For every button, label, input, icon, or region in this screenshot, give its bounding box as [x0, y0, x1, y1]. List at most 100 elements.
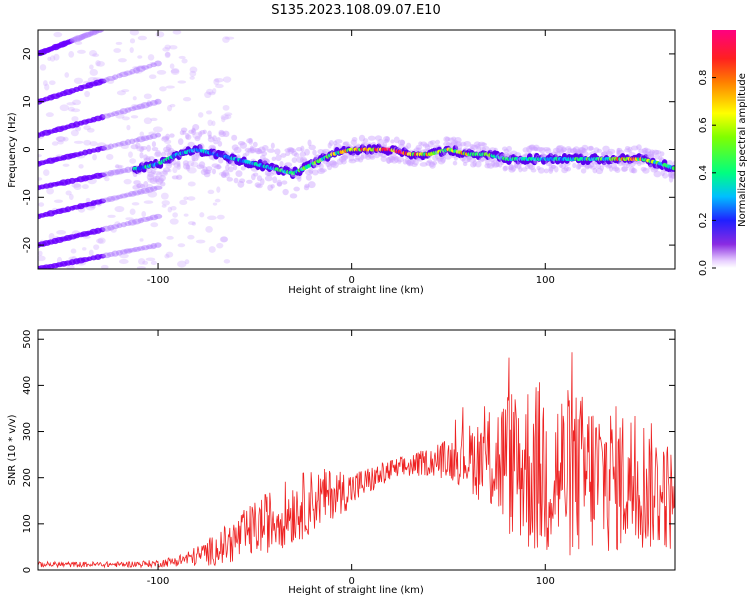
spectrogram-blob [115, 41, 123, 45]
spectrogram-halo [644, 148, 652, 154]
spectrogram-ytick-label: -10 [22, 189, 33, 205]
spectrogram-halo [406, 159, 415, 165]
spectrogram-halo [280, 153, 287, 158]
spectrogram-blob [207, 119, 213, 127]
spectrogram-halo [340, 158, 347, 165]
spectrogram-ytick-label: 10 [22, 95, 33, 108]
spectrogram-halo [506, 145, 512, 153]
spectrogram-blob [83, 125, 91, 131]
spectrogram-blob [166, 235, 174, 240]
spectrogram-blob [152, 126, 163, 133]
spectrogram-halo [599, 165, 605, 171]
spectrogram-blob [69, 193, 74, 201]
spectrogram-blob [73, 140, 84, 144]
spectrogram-halo [574, 149, 582, 155]
spectrogram-blob [162, 47, 170, 52]
spectrogram-blob [172, 30, 182, 35]
spectrogram-halo [444, 136, 451, 142]
spectrogram-halo [631, 167, 636, 174]
spectrogram-halo [388, 155, 396, 161]
spectrogram-blob [187, 234, 195, 240]
spectrogram-halo [279, 161, 284, 168]
spectrogram-halo [493, 161, 500, 167]
spectrogram-halo [605, 164, 612, 169]
spectrogram-halo [498, 160, 503, 168]
spectrogram-blob [147, 54, 155, 61]
spectrogram-ridge-core [671, 166, 675, 171]
spectrogram-halo [612, 166, 620, 172]
spectrogram-blob [82, 247, 87, 251]
spectrogram-blob [224, 112, 233, 116]
spectrogram-halo [437, 157, 446, 165]
spectrogram-halo [451, 140, 458, 147]
spectrogram-blob [191, 221, 197, 226]
spectrogram-blob [131, 202, 140, 206]
spectrogram-halo [321, 148, 330, 154]
spectrogram-halo [451, 136, 457, 141]
spectrogram-blob [114, 164, 124, 169]
spectrogram-halo [385, 156, 392, 164]
spectrogram-blob [215, 83, 224, 89]
spectrogram-halo [232, 164, 238, 171]
spectrogram-halo [413, 147, 420, 153]
spectrogram-blob [125, 217, 134, 221]
spectrogram-halo [453, 155, 458, 161]
spectrogram-halo [386, 157, 391, 164]
spectrogram-halo [169, 133, 175, 138]
spectrogram-halo [537, 167, 545, 174]
spectrogram-halo [454, 136, 462, 144]
spectrogram-halo [601, 151, 609, 156]
spectrogram-blob [183, 196, 189, 201]
spectrogram-halo [217, 140, 223, 147]
spectrogram-halo [454, 141, 462, 147]
spectrogram-blob [222, 36, 230, 43]
spectrogram-halo [404, 157, 410, 165]
spectrogram-halo [305, 174, 313, 181]
spectrogram-blob [130, 115, 139, 119]
spectrogram-halo [545, 148, 552, 154]
spectrogram-blob [179, 199, 188, 205]
spectrogram-halo [589, 161, 595, 168]
spectrogram-blob [192, 132, 202, 139]
spectrogram-halo [586, 146, 594, 151]
spectrogram-blob [219, 236, 228, 243]
spectrogram-halo [165, 162, 173, 169]
spectrogram-blob [89, 64, 94, 70]
spectrogram-halo [572, 147, 577, 153]
spectrogram-blob [137, 35, 148, 41]
spectrogram-blob [136, 145, 145, 152]
spectrogram-halo [276, 181, 283, 187]
spectrogram-blob [206, 88, 214, 95]
spectrogram-blob [213, 78, 220, 86]
spectrogram-blob [123, 178, 132, 185]
spectrogram-halo [253, 147, 262, 153]
spectrogram-ylabel: Frequency (Hz) [7, 112, 18, 188]
spectrogram-blob [183, 213, 189, 217]
spectrogram-blob [45, 112, 54, 118]
spectrogram-halo [412, 159, 419, 166]
spectrogram-halo [388, 158, 394, 163]
spectrogram-halo [560, 163, 567, 169]
spectrogram-halo [155, 178, 164, 185]
spectrogram-halo [448, 137, 455, 142]
spectrogram-halo [561, 167, 568, 174]
spectrogram-halo [406, 142, 412, 149]
spectrogram-halo [176, 160, 181, 166]
spectrogram-blob [169, 103, 176, 108]
spectrogram-halo [556, 148, 561, 153]
spectrogram-blob [186, 164, 191, 172]
spectrogram-blob [150, 260, 157, 266]
spectrogram-halo [207, 136, 215, 143]
spectrogram-halo [342, 151, 350, 158]
spectrogram-blob [206, 215, 217, 221]
spectrogram-halo [139, 152, 144, 159]
spectrogram-halo [245, 151, 250, 156]
spectrogram-blob [223, 259, 231, 264]
spectrogram-halo [393, 136, 400, 144]
spectrogram-halo [300, 156, 308, 164]
spectrogram-halo [641, 147, 648, 154]
spectrogram-halo [318, 163, 324, 170]
spectrogram-halo [501, 146, 508, 152]
spectrogram-halo [293, 186, 300, 192]
spectrogram-halo [569, 148, 578, 154]
